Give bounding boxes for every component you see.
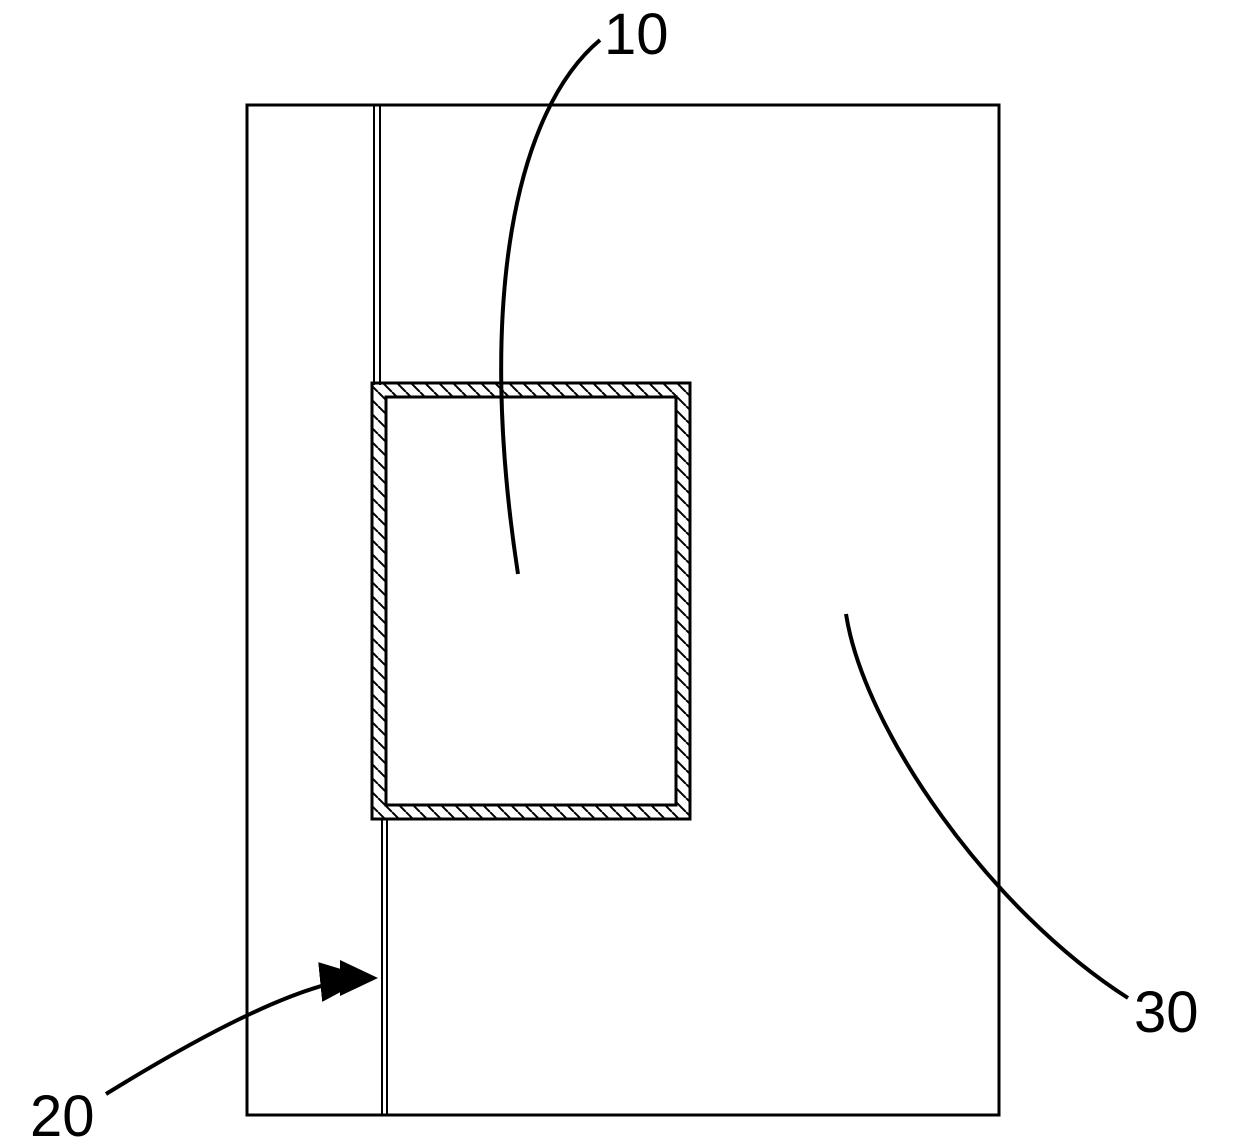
outer-frame xyxy=(247,105,999,1115)
label-l10: 10 xyxy=(604,2,669,67)
label-l30: 30 xyxy=(1134,980,1199,1045)
callout-l20: 20 xyxy=(30,960,378,1148)
inner-box-inner-outline xyxy=(386,397,676,805)
leader-l10 xyxy=(501,40,600,574)
leader-l30 xyxy=(846,614,1128,998)
arrowhead-l20 xyxy=(340,960,378,996)
callout-l30: 30 xyxy=(846,614,1199,1045)
inner-box-wall-hatch xyxy=(372,383,690,819)
callout-l10: 10 xyxy=(501,2,668,574)
label-l20: 20 xyxy=(30,1084,95,1148)
leader-l20 xyxy=(106,978,360,1094)
inner-box-outer-outline xyxy=(372,383,690,819)
